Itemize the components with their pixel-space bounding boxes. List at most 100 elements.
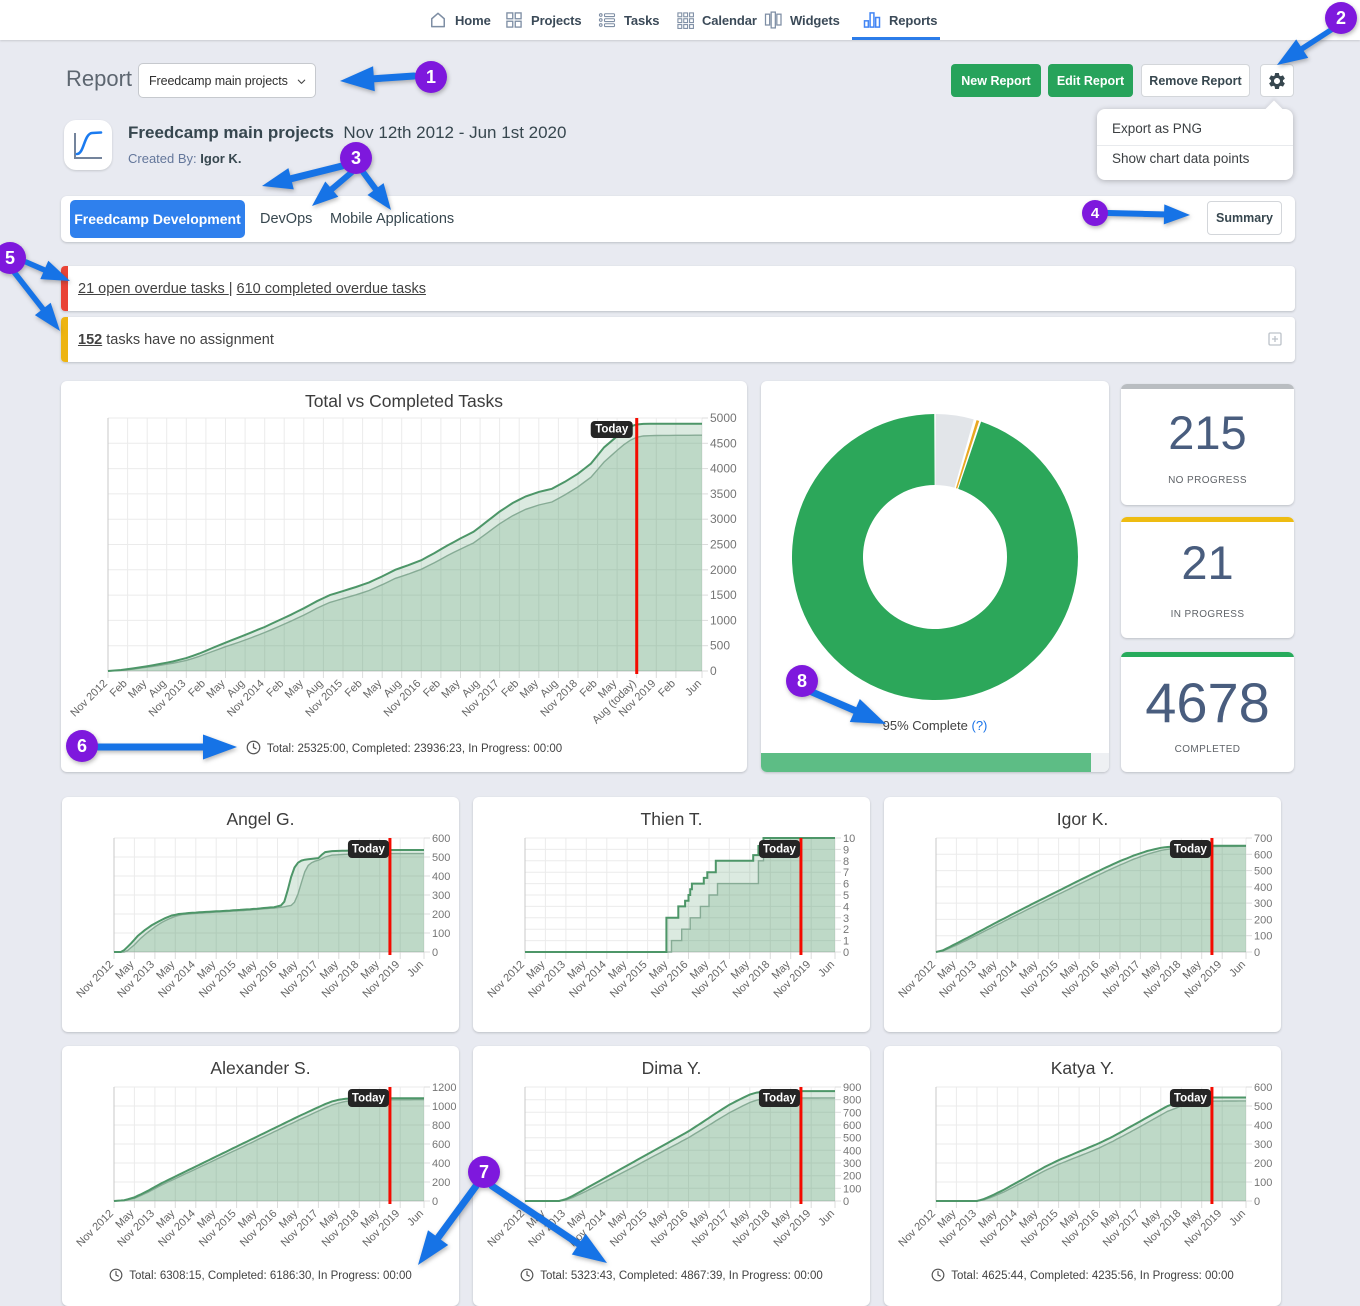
svg-text:Katya Y.: Katya Y. [1051, 1058, 1115, 1078]
svg-text:800: 800 [432, 1120, 450, 1132]
svg-text:400: 400 [843, 1145, 861, 1157]
svg-text:6: 6 [843, 879, 849, 891]
svg-text:Feb: Feb [264, 678, 286, 700]
svg-text:3: 3 [843, 913, 849, 925]
svg-text:Jun: Jun [1227, 1208, 1248, 1229]
svg-text:300: 300 [432, 890, 450, 902]
svg-text:700: 700 [843, 1107, 861, 1119]
svg-text:0: 0 [1254, 947, 1260, 959]
svg-text:300: 300 [843, 1158, 861, 1170]
svg-text:600: 600 [1254, 849, 1272, 861]
svg-text:Alexander S.: Alexander S. [210, 1058, 310, 1078]
svg-text:Today: Today [352, 844, 386, 856]
svg-text:Jun: Jun [816, 959, 837, 980]
svg-text:2000: 2000 [710, 563, 737, 577]
svg-text:600: 600 [432, 1139, 450, 1151]
svg-text:500: 500 [843, 1133, 861, 1145]
svg-text:Today: Today [763, 1093, 797, 1105]
svg-text:Feb: Feb [108, 678, 130, 700]
svg-text:Dima Y.: Dima Y. [642, 1058, 702, 1078]
svg-text:Thien T.: Thien T. [641, 809, 703, 829]
svg-text:Feb: Feb [499, 678, 521, 700]
svg-text:600: 600 [843, 1120, 861, 1132]
svg-text:Jun: Jun [683, 678, 704, 699]
svg-text:8: 8 [843, 856, 849, 868]
svg-text:500: 500 [1254, 1101, 1272, 1113]
svg-text:0: 0 [1254, 1196, 1260, 1208]
svg-text:Today: Today [595, 424, 629, 436]
svg-text:Feb: Feb [656, 678, 678, 700]
svg-text:3500: 3500 [710, 487, 737, 501]
svg-text:10: 10 [843, 833, 855, 845]
svg-text:300: 300 [1254, 1139, 1272, 1151]
svg-text:Jun: Jun [816, 1208, 837, 1229]
svg-text:Nov 2012: Nov 2012 [896, 959, 938, 1001]
svg-text:0: 0 [843, 1196, 849, 1208]
svg-text:9: 9 [843, 844, 849, 856]
svg-text:Feb: Feb [578, 678, 600, 700]
svg-text:Jun: Jun [1227, 959, 1248, 980]
svg-text:100: 100 [432, 928, 450, 940]
svg-text:4500: 4500 [710, 436, 737, 450]
svg-text:100: 100 [1254, 931, 1272, 943]
svg-text:5: 5 [5, 248, 15, 268]
svg-text:1000: 1000 [710, 613, 737, 627]
svg-text:1: 1 [426, 67, 436, 87]
svg-text:500: 500 [710, 639, 730, 653]
svg-text:3000: 3000 [710, 512, 737, 526]
svg-text:100: 100 [843, 1183, 861, 1195]
svg-text:4: 4 [843, 901, 849, 913]
svg-text:4000: 4000 [710, 462, 737, 476]
svg-text:1: 1 [843, 936, 849, 948]
svg-text:600: 600 [1254, 1082, 1272, 1094]
svg-text:Feb: Feb [343, 678, 365, 700]
svg-text:Today: Today [352, 1093, 386, 1105]
svg-text:600: 600 [432, 833, 450, 845]
svg-text:5000: 5000 [710, 411, 737, 425]
svg-text:Jun: Jun [405, 959, 426, 980]
svg-text:May: May [518, 677, 542, 701]
svg-text:900: 900 [843, 1082, 861, 1094]
svg-text:Today: Today [1174, 844, 1208, 856]
svg-text:200: 200 [1254, 914, 1272, 926]
svg-text:800: 800 [843, 1095, 861, 1107]
svg-text:95% Complete (?): 95% Complete (?) [883, 718, 988, 733]
svg-text:May: May [283, 677, 307, 701]
svg-text:700: 700 [1254, 833, 1272, 845]
svg-text:Today: Today [763, 844, 797, 856]
svg-text:400: 400 [1254, 882, 1272, 894]
svg-text:Nov 2012: Nov 2012 [74, 1208, 116, 1250]
svg-text:2500: 2500 [710, 538, 737, 552]
svg-text:May: May [126, 677, 150, 701]
svg-text:Feb: Feb [421, 678, 443, 700]
svg-text:200: 200 [432, 1177, 450, 1189]
svg-text:0: 0 [843, 947, 849, 959]
svg-text:May: May [361, 677, 385, 701]
svg-text:May: May [439, 677, 463, 701]
svg-text:Nov 2012: Nov 2012 [896, 1208, 938, 1250]
svg-text:500: 500 [432, 852, 450, 864]
svg-text:400: 400 [432, 1158, 450, 1170]
svg-text:Today: Today [1174, 1093, 1208, 1105]
svg-text:0: 0 [432, 1196, 438, 1208]
svg-text:500: 500 [1254, 866, 1272, 878]
svg-text:0: 0 [432, 947, 438, 959]
svg-text:1200: 1200 [432, 1082, 456, 1094]
svg-text:400: 400 [432, 871, 450, 883]
svg-text:Nov 2012: Nov 2012 [68, 678, 110, 720]
svg-text:0: 0 [710, 664, 717, 678]
svg-text:7: 7 [843, 867, 849, 879]
svg-text:1500: 1500 [710, 588, 737, 602]
svg-text:Igor K.: Igor K. [1057, 809, 1109, 829]
svg-text:5: 5 [843, 890, 849, 902]
svg-text:Angel G.: Angel G. [226, 809, 294, 829]
svg-text:May: May [204, 677, 228, 701]
svg-text:2: 2 [843, 924, 849, 936]
svg-text:Nov 2012: Nov 2012 [485, 959, 527, 1001]
svg-text:300: 300 [1254, 898, 1272, 910]
svg-text:Feb: Feb [186, 678, 208, 700]
svg-text:200: 200 [1254, 1158, 1272, 1170]
svg-text:1000: 1000 [432, 1101, 456, 1113]
svg-text:Nov 2012: Nov 2012 [485, 1208, 527, 1250]
svg-text:Nov 2012: Nov 2012 [74, 959, 116, 1001]
